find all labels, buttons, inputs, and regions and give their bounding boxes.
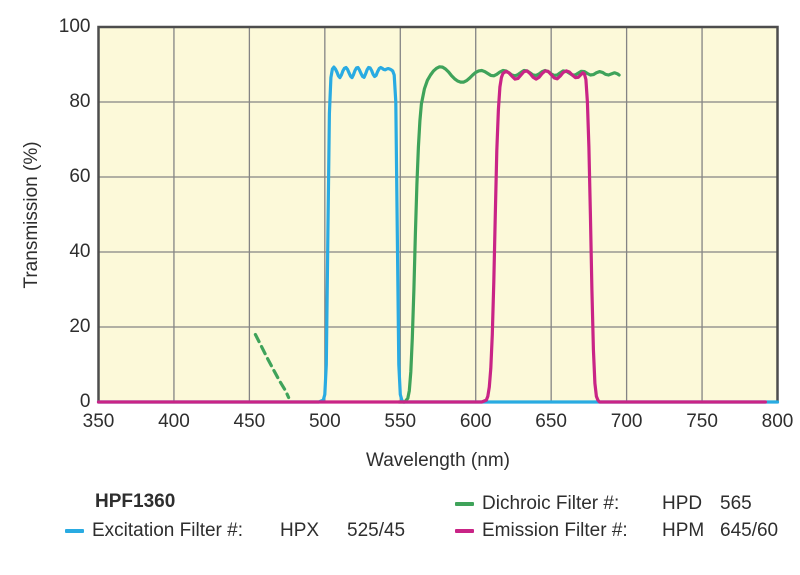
x-axis-title: Wavelength (nm) bbox=[366, 450, 510, 471]
x-tick-label-800: 800 bbox=[761, 411, 794, 432]
x-tick-label-450: 450 bbox=[233, 411, 266, 432]
y-tick-label-100: 100 bbox=[58, 16, 91, 37]
emission-curve bbox=[96, 69, 767, 404]
x-tick-label-500: 500 bbox=[308, 411, 341, 432]
x-tick-label-750: 750 bbox=[686, 411, 718, 432]
x-tick-label-600: 600 bbox=[459, 411, 492, 432]
dichroic-code: HPD bbox=[662, 492, 703, 514]
x-tick-label-650: 650 bbox=[535, 411, 567, 432]
y-tick-label-0: 0 bbox=[79, 391, 91, 412]
dichroic-label: Dichroic Filter #: bbox=[482, 492, 620, 514]
plot-canvas bbox=[96, 25, 780, 404]
excitation-swatch-icon bbox=[65, 528, 84, 533]
legend-group-left: HPF1360 Excitation Filter #: HPX 525/45 bbox=[65, 490, 405, 544]
legend-row-dichroic: Dichroic Filter #: HPD 565 bbox=[455, 490, 778, 517]
excitation-curve bbox=[96, 65, 780, 404]
emission-value: 645/60 bbox=[720, 519, 779, 541]
filter-set-name: HPF1360 bbox=[95, 491, 176, 512]
x-tick-label-700: 700 bbox=[610, 411, 643, 432]
x-tick-label-400: 400 bbox=[158, 411, 190, 432]
plot-area bbox=[98, 27, 778, 402]
excitation-code: HPX bbox=[280, 519, 320, 541]
legend-row-excitation: Excitation Filter #: HPX 525/45 bbox=[65, 517, 405, 544]
emission-code: HPM bbox=[662, 519, 705, 541]
dichroic-cuton-curve bbox=[253, 332, 291, 400]
excitation-label: Excitation Filter #: bbox=[92, 519, 243, 541]
y-tick-label-20: 20 bbox=[69, 316, 91, 337]
dichroic-swatch-icon bbox=[455, 501, 474, 506]
y-tick-label-40: 40 bbox=[69, 241, 91, 262]
excitation-value: 525/45 bbox=[347, 519, 406, 541]
y-tick-label-80: 80 bbox=[69, 91, 91, 112]
emission-label: Emission Filter #: bbox=[482, 519, 628, 541]
legend-row-emission: Emission Filter #: HPM 645/60 bbox=[455, 517, 778, 544]
y-tick-label-60: 60 bbox=[69, 166, 91, 187]
legend-group-right: Dichroic Filter #: HPD 565 Emission Filt… bbox=[455, 490, 778, 544]
y-axis-title: Transmission (%) bbox=[21, 141, 42, 289]
x-tick-label-550: 550 bbox=[384, 411, 417, 432]
x-tick-label-350: 350 bbox=[82, 411, 115, 432]
emission-swatch-icon bbox=[455, 528, 474, 533]
dichroic-value: 565 bbox=[720, 492, 752, 514]
